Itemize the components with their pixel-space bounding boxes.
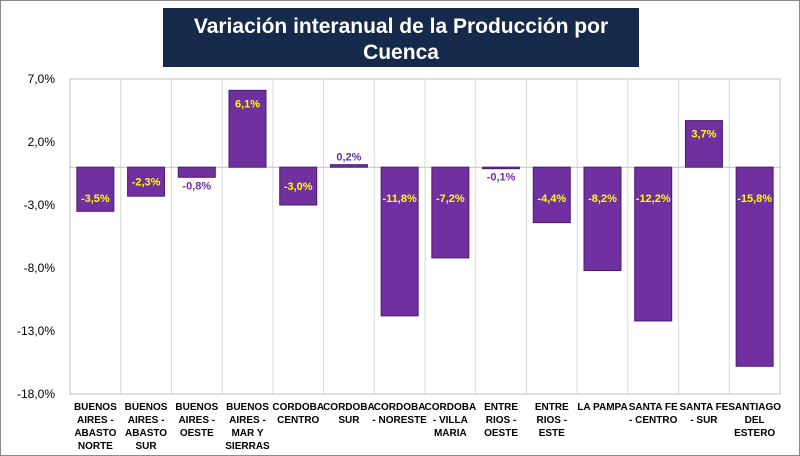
bar [583, 166, 622, 272]
bar [634, 166, 673, 322]
data-label: -8,2% [588, 193, 617, 205]
y-tick-label: -3,0% [24, 198, 56, 212]
data-label: 3,7% [691, 129, 716, 141]
x-tick-label: ENTRE RIOS -OESTE [484, 402, 518, 439]
bar [431, 166, 470, 259]
data-label: -0,8% [182, 180, 211, 192]
data-label: -11,8% [383, 193, 417, 205]
data-label: -3,0% [284, 181, 313, 193]
y-tick-label: -18,0% [17, 387, 55, 401]
data-label: -12,2% [636, 193, 671, 205]
data-label: -4,4% [537, 193, 566, 205]
x-tick-label: SANTA FE - CENTRO [629, 402, 678, 426]
bar [380, 166, 419, 317]
x-tick-label: CORDOBA - VILLA MARIA [425, 402, 477, 439]
x-tick-label: BUENOS AIRES -ABASTO SUR [125, 402, 168, 452]
bar [177, 166, 216, 178]
x-tick-label: SANTA FE - SUR [679, 402, 728, 426]
data-label: 0,2% [336, 152, 361, 164]
x-tick-label: LA PAMPA [577, 402, 627, 413]
x-tick-label: BUENOS AIRES -ABASTO NORTE [74, 402, 117, 452]
x-tick-label: CORDOBA - NORESTE [372, 402, 427, 426]
chart-title-box: Variación interanual de la Producción po… [163, 8, 639, 86]
bar [532, 166, 571, 224]
data-label: 6,1% [235, 98, 260, 110]
data-label: -0,1% [487, 172, 516, 184]
bar [482, 166, 521, 170]
chart-title: Variación interanual de la Producción po… [193, 15, 609, 64]
y-tick-label: -13,0% [17, 324, 55, 338]
x-tick-label: CORDOBA CENTRO [272, 402, 324, 426]
x-tick-label: SANTIAGO DEL ESTERO [728, 402, 781, 439]
bar [279, 166, 318, 206]
y-tick-label: -8,0% [24, 261, 56, 275]
data-label: -2,3% [132, 177, 161, 189]
data-label: -15,8% [737, 193, 772, 205]
x-tick-label: ENTRE RIOS -ESTE [535, 402, 569, 439]
data-label: -3,5% [81, 193, 110, 205]
x-tick-label: BUENOS AIRES -MAR Y SIERRAS [225, 402, 270, 452]
bar [76, 166, 115, 212]
plot-area [69, 78, 781, 395]
chart-subtitle: ene-oct/2024 vs 2023 [319, 67, 483, 86]
bar [735, 166, 774, 367]
y-tick-label: 7,0% [28, 72, 56, 86]
bar [127, 166, 166, 197]
x-tick-label: CORDOBA SUR [323, 402, 375, 426]
bar [228, 89, 267, 168]
data-label: -7,2% [436, 193, 465, 205]
bar [329, 164, 368, 168]
x-tick-label: BUENOS AIRES -OESTE [175, 402, 218, 439]
bar [684, 120, 723, 168]
y-tick-label: 2,0% [28, 135, 56, 149]
